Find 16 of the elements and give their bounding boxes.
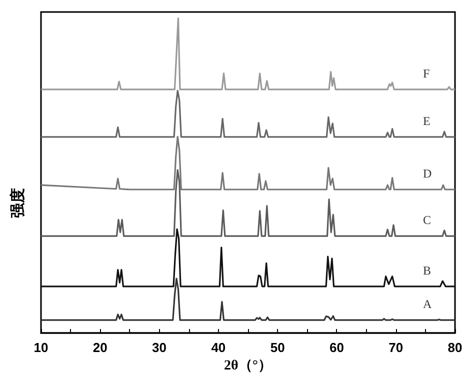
x-tick-label: 50	[270, 340, 285, 355]
x-tick-label: 40	[211, 340, 226, 355]
x-tick-label: 20	[92, 340, 108, 355]
x-tick-label: 70	[388, 340, 404, 355]
series-label: D	[423, 166, 432, 180]
x-tick-label: 30	[152, 340, 167, 355]
series-label: A	[423, 297, 432, 312]
x-tick-label: 80	[448, 340, 462, 355]
series-label: B	[423, 263, 432, 278]
y-axis-title: 强度	[8, 188, 26, 218]
x-axis-title: 2θ（°）	[224, 358, 272, 374]
series-label: C	[423, 213, 432, 228]
x-tick-label: 10	[34, 340, 48, 355]
series-label: F	[423, 66, 430, 80]
x-tick-label: 60	[329, 340, 344, 355]
series-label: E	[423, 114, 430, 128]
